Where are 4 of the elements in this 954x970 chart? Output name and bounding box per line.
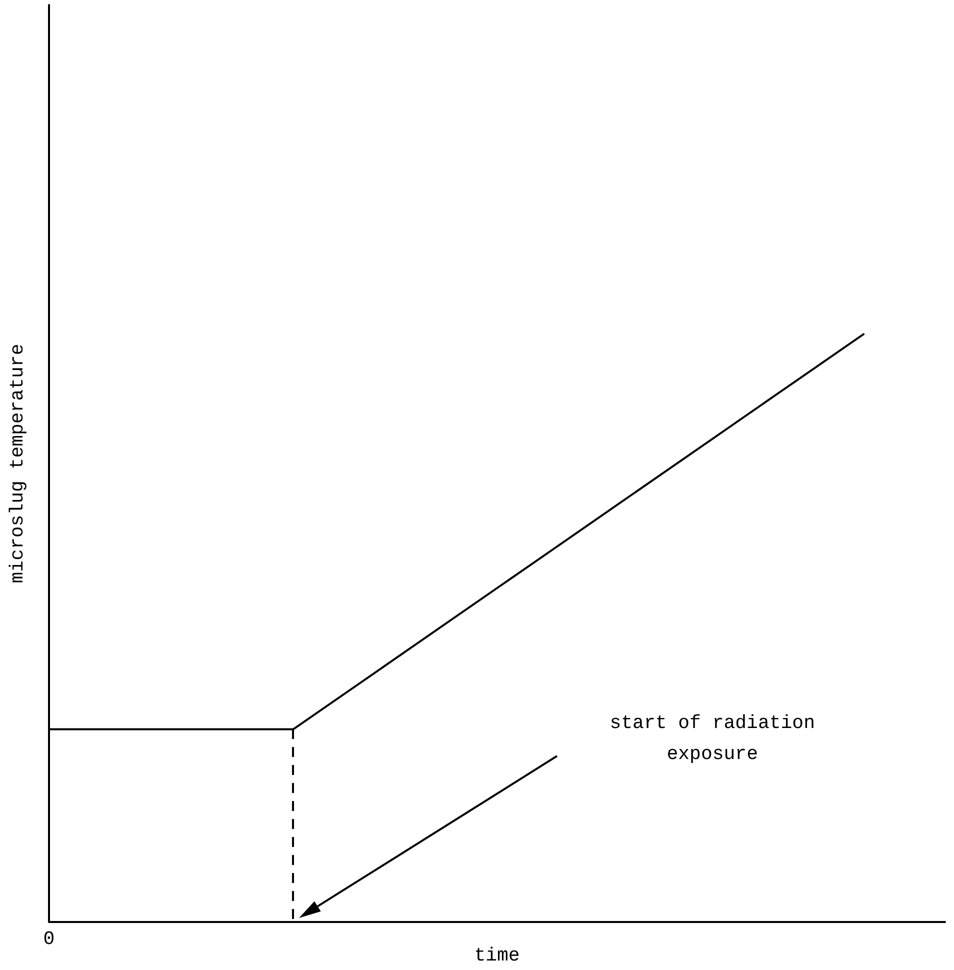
x-axis-title: time <box>474 944 520 966</box>
annotation: start of radiation exposure <box>608 711 816 767</box>
y-axis-title: microslug temperature <box>6 344 28 584</box>
text: 0 <box>42 927 56 952</box>
